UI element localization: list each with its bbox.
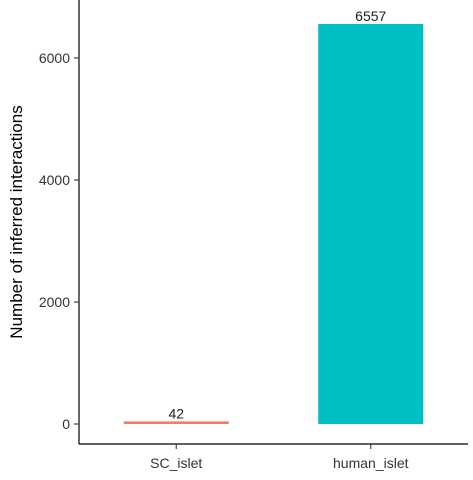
y-tick-label: 6000 xyxy=(39,50,70,66)
data-labels-group: 42 6557 xyxy=(168,8,386,421)
data-label: 42 xyxy=(168,405,184,421)
bar-human-islet xyxy=(318,24,424,424)
data-label: 6557 xyxy=(355,8,386,24)
y-ticks-group: 0 2000 4000 6000 xyxy=(39,50,79,432)
y-tick-label: 0 xyxy=(62,416,70,432)
bar-sc-islet xyxy=(123,421,229,424)
x-ticks-group: SC_islet human_islet xyxy=(150,444,409,471)
bars-group xyxy=(123,24,424,424)
x-tick-label: human_islet xyxy=(333,455,409,471)
y-tick-label: 2000 xyxy=(39,294,70,310)
y-tick-label: 4000 xyxy=(39,172,70,188)
y-axis-title: Number of inferred interactions xyxy=(7,105,26,338)
x-tick-label: SC_islet xyxy=(150,455,202,471)
